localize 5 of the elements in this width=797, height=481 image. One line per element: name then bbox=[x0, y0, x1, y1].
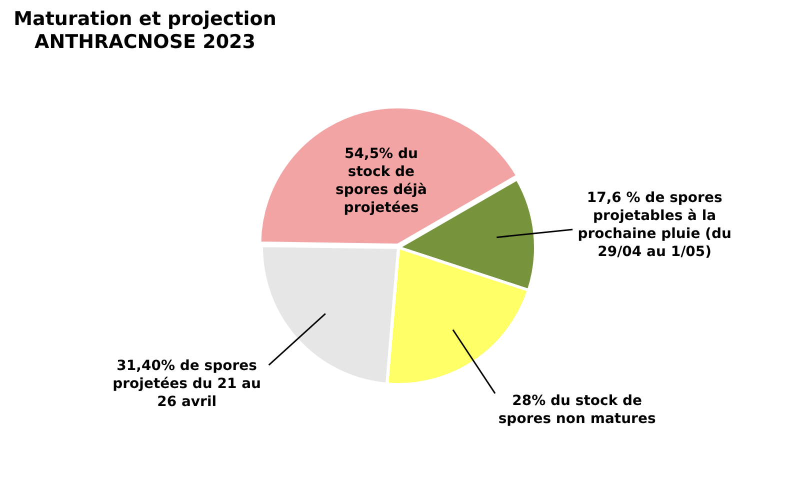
slice-label: 31,40% de spores projetées du 21 au 26 avril bbox=[112, 358, 262, 410]
slice-label: 54,5% du stock de spores déjà projetées bbox=[336, 146, 427, 216]
chart-title: Maturation et projection ANTHRACNOSE 2023 bbox=[12, 8, 278, 54]
slice-label: 17,6 % de spores projetables à la prochaine pluie (du 29/04 au 1/05) bbox=[578, 190, 732, 260]
slice-label: 28% du stock de spores non matures bbox=[498, 392, 656, 427]
